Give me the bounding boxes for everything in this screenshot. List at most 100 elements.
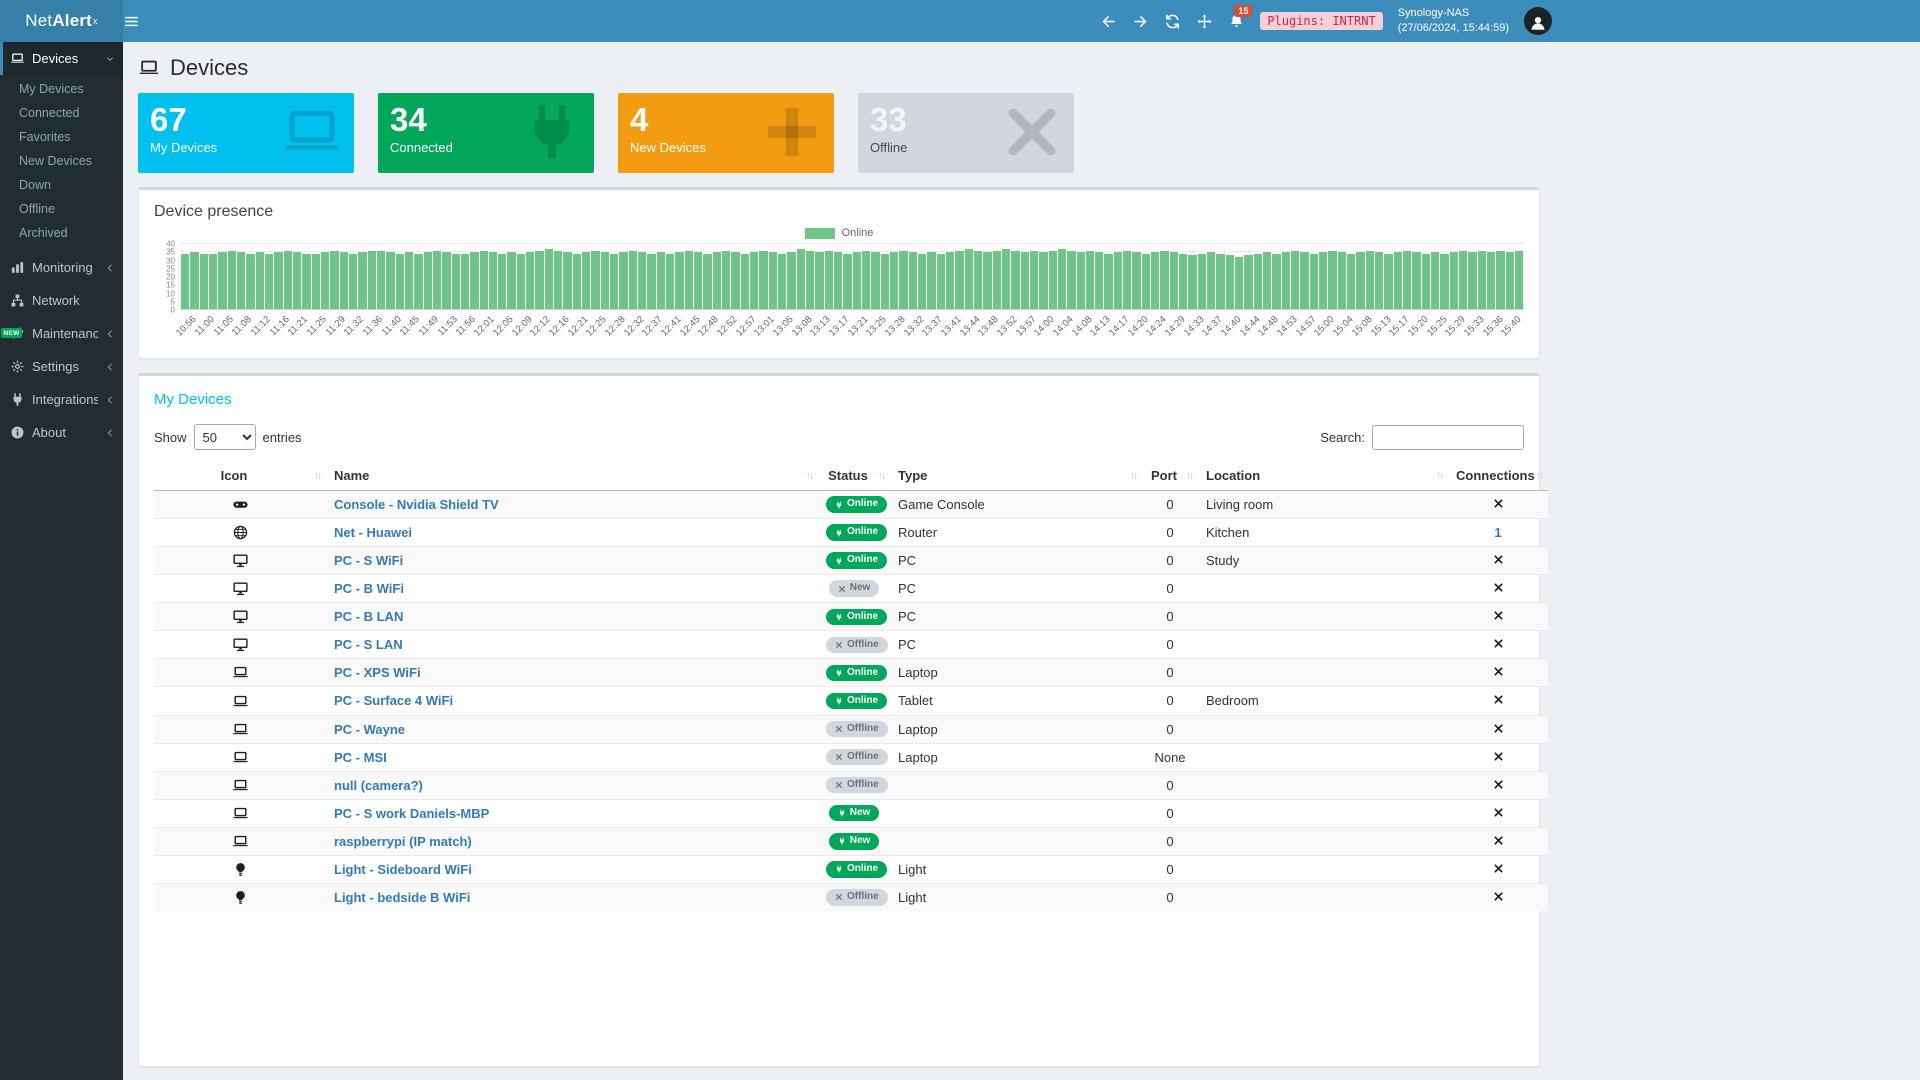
column-header-status[interactable]: Status ↑↓	[818, 461, 890, 491]
column-header-icon[interactable]: Icon ↑↓	[154, 461, 326, 491]
sidebar-subitem-my-devices[interactable]: My Devices	[19, 82, 84, 96]
device-row: Light - Sideboard WiFi Online Light 0	[154, 854, 1548, 884]
device-name-link[interactable]: PC - S work Daniels-MBP	[334, 805, 490, 821]
column-header-type[interactable]: Type ↑↓	[890, 461, 1142, 491]
sidebar-toggle-icon[interactable]	[123, 13, 140, 30]
device-name-link[interactable]: Net - Huawei	[334, 525, 413, 541]
presence-bar	[1486, 252, 1496, 309]
sidebar-subitem-offline[interactable]: Offline	[19, 202, 55, 216]
gridline	[180, 291, 1524, 293]
no-connections-icon[interactable]	[1493, 582, 1504, 593]
device-name-link[interactable]: Light - Sideboard WiFi	[334, 861, 472, 877]
status-badge: Online	[826, 664, 888, 682]
sidebar-subitem-new-devices[interactable]: New Devices	[19, 154, 92, 168]
device-name-link[interactable]: PC - Surface 4 WiFi	[334, 693, 454, 709]
app-logo[interactable]: Net Alert x	[0, 0, 123, 42]
device-name-link[interactable]: PC - S WiFi	[334, 553, 404, 569]
chart-x-axis: 10:56 11:00 11:05 11:08 11:12 11:16 11:21 11:25…	[173, 310, 1524, 350]
plug-icon	[835, 613, 843, 621]
sidebar-item-integrations[interactable]: Integrations	[0, 383, 123, 416]
presence-bar	[600, 252, 610, 309]
forward-arrow-icon[interactable]	[1132, 13, 1149, 30]
no-connections-icon[interactable]	[1493, 666, 1504, 677]
presence-bar	[1496, 250, 1505, 309]
device-name-link[interactable]: null (camera?)	[334, 777, 423, 793]
column-header-port[interactable]: Port ↑↓	[1142, 461, 1198, 491]
no-connections-icon[interactable]	[1493, 554, 1504, 565]
table-header-row: Icon ↑↓ Name ↑↓ Status ↑↓ Type ↑↓ Port ↑↓ Location…	[154, 461, 1548, 491]
host-name: Synology-NAS	[1397, 7, 1470, 20]
sidebar-subitem-archived[interactable]: Archived	[19, 226, 68, 240]
sidebar-item-monitoring[interactable]: Monitoring	[0, 251, 123, 284]
device-name-link[interactable]: Light - bedside B WiFi	[334, 889, 471, 905]
presence-bar	[861, 250, 871, 309]
presence-chart: Online 0 5 10 15 20 25 30 35 40 10:56 11:00 11:05 1…	[154, 227, 1524, 350]
new-feature-badge: NEW	[1, 328, 23, 338]
user-avatar[interactable]	[1524, 7, 1552, 35]
status-label: Offline	[847, 778, 879, 790]
no-connections-icon[interactable]	[1493, 863, 1504, 874]
chart-icon	[10, 260, 25, 275]
presence-bar	[945, 252, 955, 309]
no-connections-icon[interactable]	[1493, 891, 1504, 902]
status-badge: Online	[826, 552, 888, 569]
refresh-icon[interactable]	[1164, 13, 1181, 30]
no-connections-icon[interactable]	[1493, 779, 1504, 790]
presence-bar	[1132, 252, 1141, 309]
column-header-name[interactable]: Name ↑↓	[326, 461, 818, 491]
no-connections-icon[interactable]	[1493, 638, 1504, 649]
column-header-connections[interactable]: Connections ↑↓	[1448, 461, 1548, 491]
infobox-new-devices[interactable]: 4 New Devices	[618, 93, 834, 173]
search-input[interactable]	[1372, 424, 1524, 450]
device-name-link[interactable]: Console - Nvidia Shield TV	[334, 497, 499, 513]
sidebar-item-about[interactable]: About	[0, 416, 123, 449]
infobox-connected[interactable]: 34 Connected	[378, 93, 594, 173]
sidebar-item-devices[interactable]: Devices	[0, 42, 123, 75]
y-tick-label: 10	[166, 289, 175, 298]
back-arrow-icon[interactable]	[1100, 13, 1117, 30]
device-name-link[interactable]: PC - Wayne	[334, 721, 406, 737]
infobox-my-devices[interactable]: 67 My Devices	[138, 93, 354, 173]
navbar: 15 Plugins: INTRNT Synology-NAS (27/06/2…	[123, 0, 1920, 42]
no-connections-icon[interactable]	[1493, 835, 1504, 846]
logo-text-bold: Alert	[52, 11, 93, 30]
presence-bar	[311, 253, 320, 309]
device-name-link[interactable]: PC - XPS WiFi	[334, 665, 421, 681]
column-header-location[interactable]: Location ↑↓	[1198, 461, 1448, 491]
status-badge: Online	[826, 524, 888, 541]
device-name-link[interactable]: raspberrypi (IP match)	[334, 833, 472, 849]
move-icon[interactable]	[1196, 13, 1213, 30]
sidebar-subitem-favorites[interactable]: Favorites	[19, 130, 71, 144]
presence-bar	[190, 252, 199, 309]
chart-plot-area	[180, 243, 1524, 310]
no-connections-icon[interactable]	[1493, 498, 1504, 509]
sidebar-subitem-connected[interactable]: Connected	[19, 106, 80, 120]
presence-bar	[1123, 250, 1132, 309]
presence-bar	[908, 252, 917, 309]
device-name-link[interactable]: PC - B LAN	[334, 609, 404, 625]
sidebar-item-network[interactable]: Network	[0, 284, 123, 317]
no-connections-icon[interactable]	[1493, 610, 1504, 621]
page-size-select[interactable]: 50	[193, 424, 256, 450]
no-connections-icon[interactable]	[1493, 694, 1504, 705]
presence-bar	[684, 250, 694, 309]
no-connections-icon[interactable]	[1493, 807, 1504, 818]
no-connections-icon[interactable]	[1493, 723, 1504, 734]
device-name-link[interactable]: PC - S LAN	[334, 637, 403, 653]
presence-bar	[899, 250, 908, 309]
sidebar-item-settings[interactable]: Settings	[0, 350, 123, 383]
laptop-icon	[232, 805, 249, 822]
no-connections-icon[interactable]	[1493, 751, 1504, 762]
notifications-bell[interactable]: 15	[1228, 4, 1253, 30]
connections-count-link[interactable]: 1	[1494, 525, 1502, 541]
device-name-link[interactable]: PC - MSI	[334, 749, 387, 765]
device-name-link[interactable]: PC - B WiFi	[334, 581, 404, 597]
infobox-offline[interactable]: 33 Offline	[858, 93, 1074, 173]
main-content: Devices 67 My Devices 34 Connected 4 New Devi…	[123, 42, 1920, 1080]
presence-bar	[274, 252, 283, 309]
times-icon	[835, 781, 843, 789]
chart-y-axis: 0 5 10 15 20 25 30 35 40	[154, 240, 180, 315]
sidebar-subitem-down[interactable]: Down	[19, 178, 51, 192]
sidebar-item-maintenance[interactable]: NEW Maintenance	[0, 317, 123, 350]
plugins-status-badge[interactable]: Plugins: INTRNT	[1260, 12, 1383, 30]
